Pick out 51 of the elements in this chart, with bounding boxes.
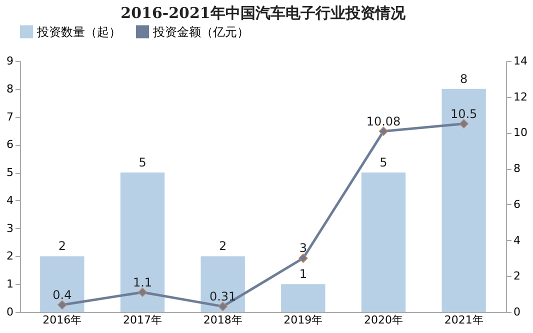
data-label: 0.31: [209, 289, 236, 304]
x-tick-label: 2016年: [42, 314, 82, 326]
y-tick-label: 6: [6, 138, 14, 152]
y-tick-label: 9: [6, 54, 14, 68]
bar: [200, 256, 245, 312]
data-label: 10.08: [366, 114, 401, 128]
y-tick-label: 8: [6, 82, 14, 96]
y-tick-label: 4: [6, 194, 14, 207]
y2-tick-label: 14: [514, 54, 528, 68]
point: [459, 119, 468, 128]
data-label: 1.1: [132, 275, 152, 290]
x-tick-label: 2019年: [284, 314, 323, 326]
y-tick-label: 1: [6, 278, 14, 291]
data-label: 10.5: [450, 106, 478, 121]
data-label: 2: [219, 239, 227, 254]
y2-tick-label: 10: [514, 126, 528, 140]
legend-label: 投资数量（起）: [36, 24, 121, 39]
bar: [281, 284, 326, 312]
point: [378, 126, 388, 136]
legend-label: 投资金额（亿元）: [152, 24, 249, 39]
data-label: 0.4: [52, 288, 72, 302]
x-tick-label: 2020年: [364, 314, 403, 326]
y-tick-label: 5: [6, 166, 14, 180]
data-label: 3: [299, 241, 307, 256]
bar: [442, 88, 486, 312]
chart-title: 2016-2021年中国汽车电子行业投资情况: [120, 4, 406, 22]
data-label: 8: [460, 72, 468, 86]
y2-tick-label: 6: [514, 198, 520, 211]
bar: [361, 172, 406, 312]
bar: [40, 256, 84, 312]
data-label: 5: [138, 156, 146, 170]
y2-tick-label: 12: [514, 90, 528, 104]
data-label: 2: [58, 239, 66, 254]
point: [58, 300, 67, 310]
y-tick-label: 0: [6, 306, 14, 318]
y2-tick-label: 4: [514, 234, 520, 247]
x-tick-label: 2021年: [444, 314, 484, 326]
x-tick-label: 2018年: [203, 314, 242, 326]
x-tick-label: 2017年: [123, 314, 162, 326]
bar: [120, 172, 165, 312]
y2-tick-label: 0: [514, 306, 520, 318]
point: [218, 302, 228, 312]
y-tick-label: 7: [6, 110, 14, 124]
y-tick-label: 3: [6, 222, 14, 235]
point: [298, 254, 308, 263]
y-tick-label: 2: [6, 250, 14, 263]
point: [138, 288, 148, 297]
y2-tick-label: 8: [514, 162, 520, 176]
data-label: 5: [380, 156, 388, 170]
data-label: 1: [299, 267, 307, 282]
y2-tick-label: 2: [514, 270, 520, 283]
